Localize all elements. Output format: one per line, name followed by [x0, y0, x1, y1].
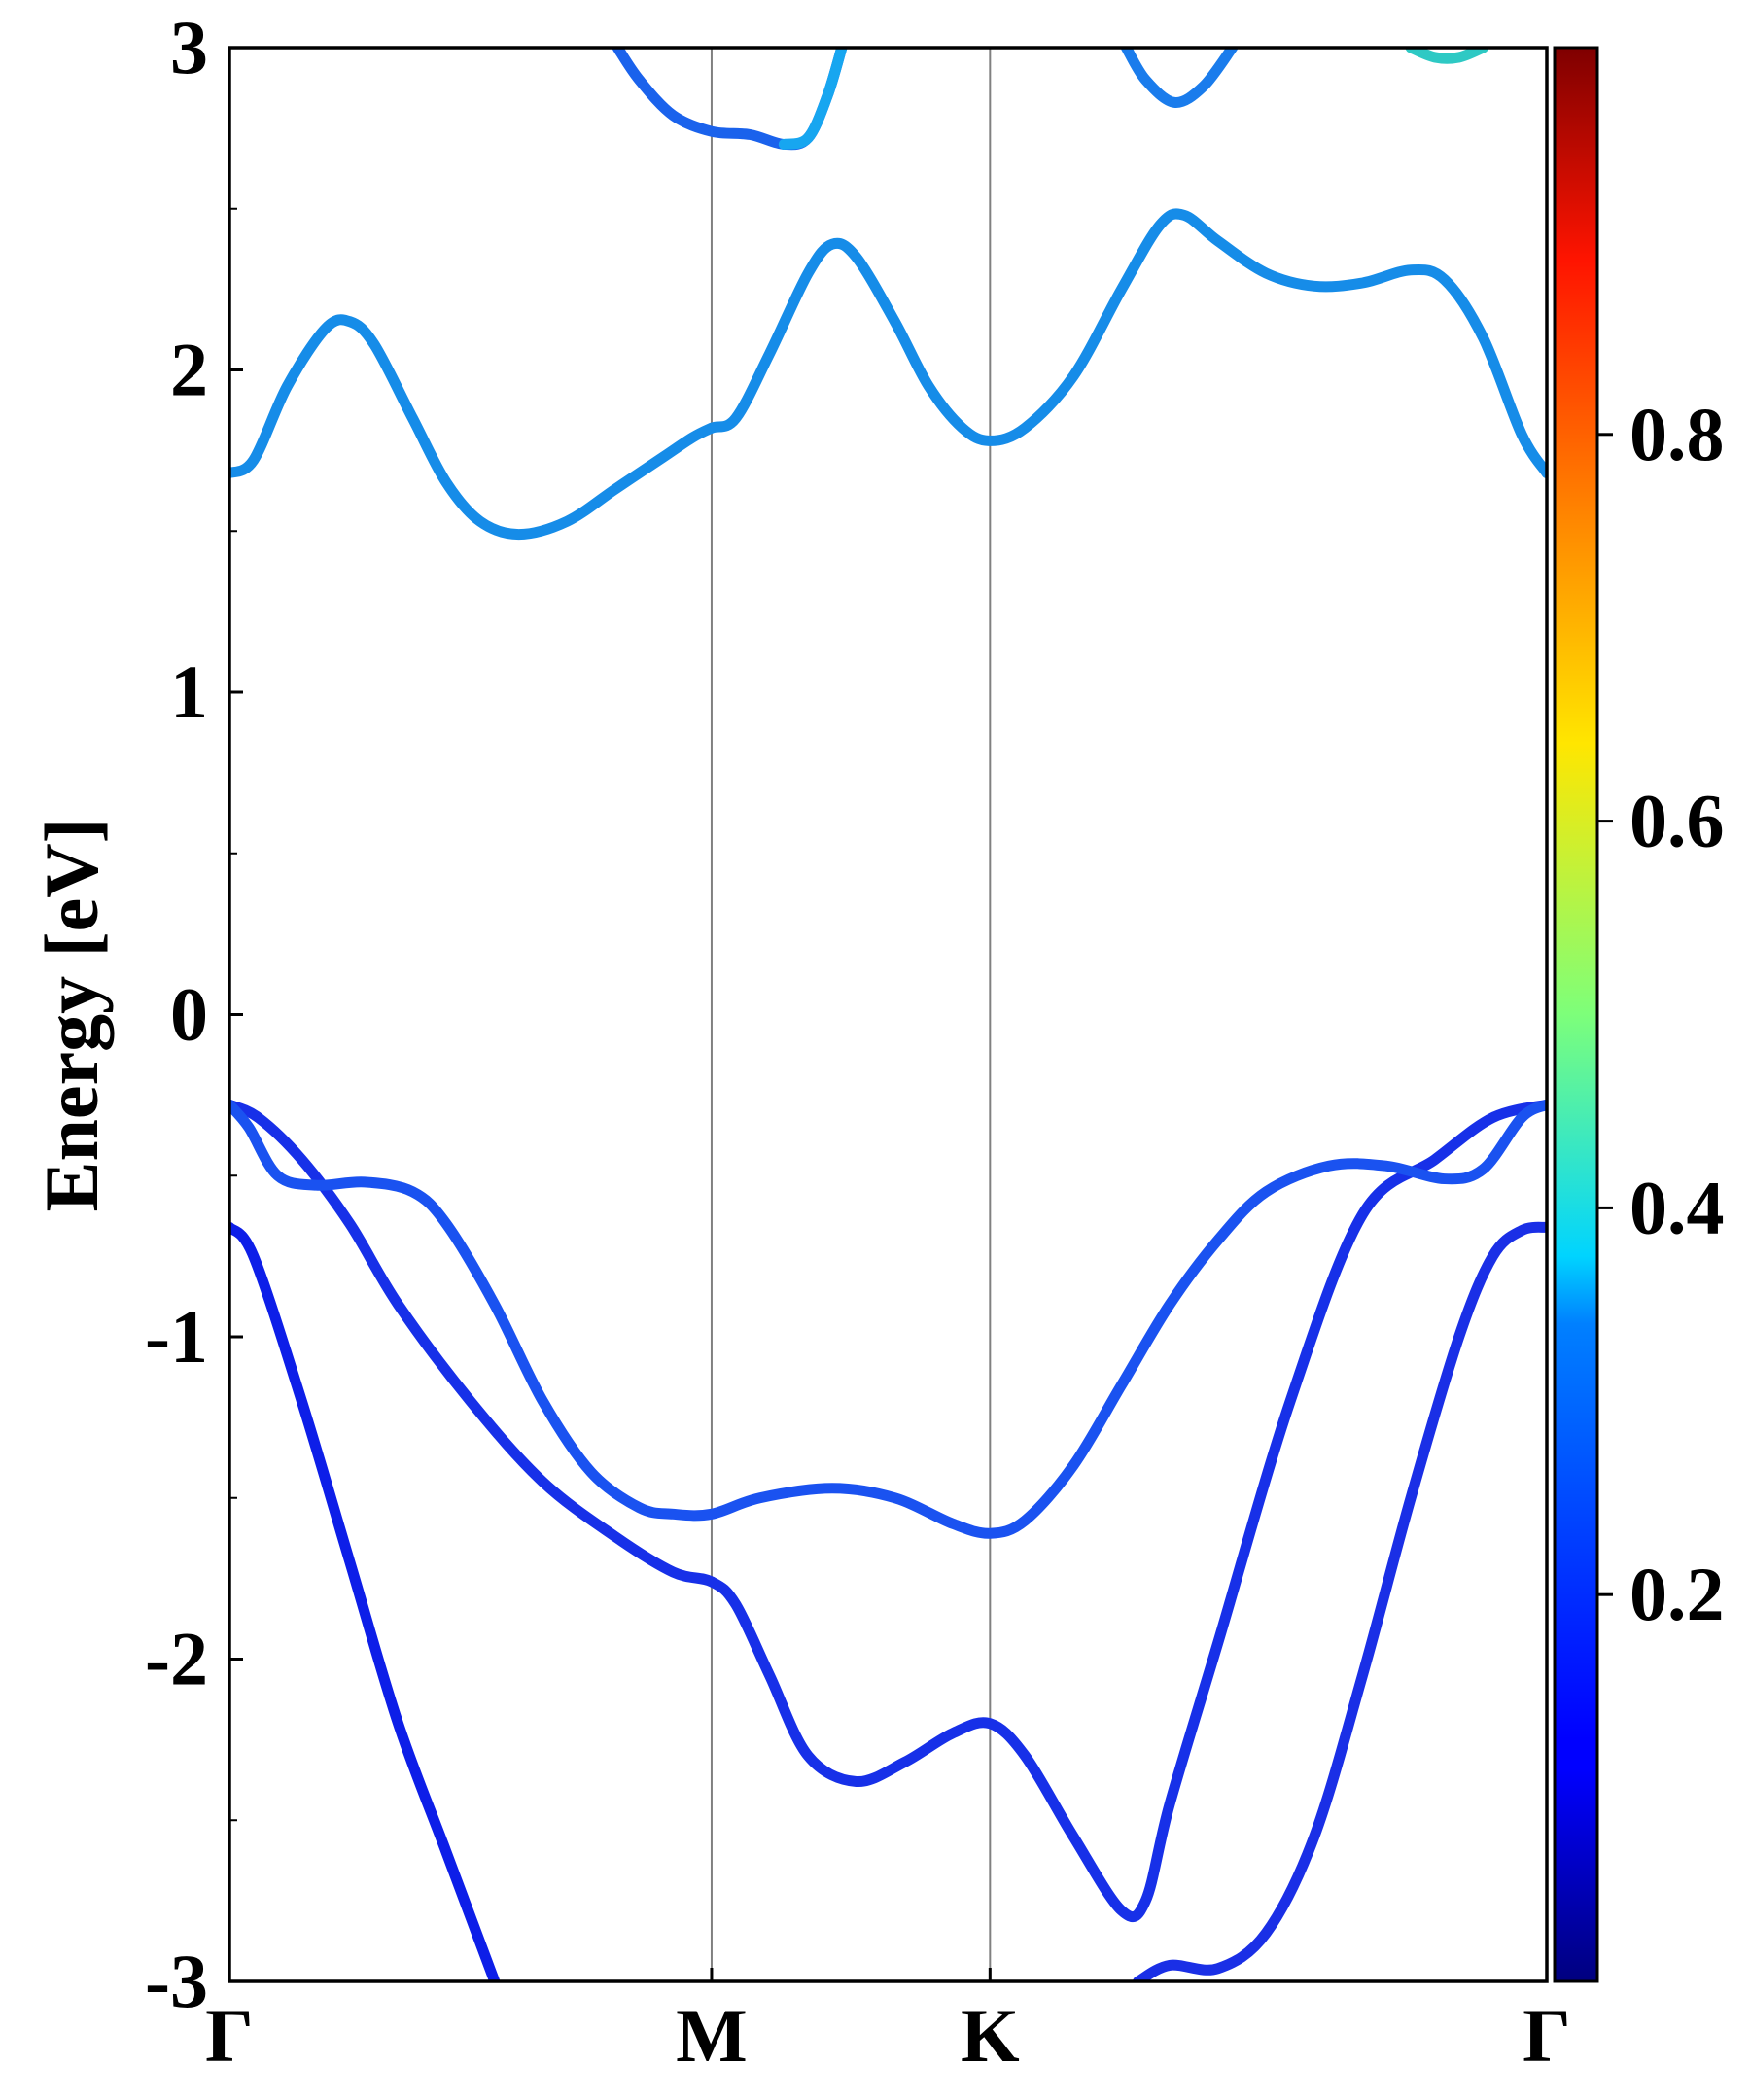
band-2: [229, 1099, 1547, 1539]
colorbar-tick-label: 0.2: [1629, 1552, 1725, 1636]
x-tick-label: Γ: [1522, 1993, 1571, 2078]
band-8: [1405, 48, 1488, 64]
x-tick-label: M: [676, 1993, 748, 2078]
colorbar-gradient: [1553, 46, 1599, 1983]
y-tick-label: 3: [170, 5, 208, 89]
y-axis-title: Energy [eV]: [29, 818, 114, 1211]
y-tick-label: -2: [145, 1617, 208, 1701]
colorbar: 0.2 0.4 0.6 0.8: [1553, 46, 1725, 1983]
y-tick-label: 2: [170, 328, 208, 412]
band-0: [229, 1221, 501, 1981]
colorbar-tick-label: 0.4: [1629, 1165, 1725, 1249]
band-6: [778, 48, 848, 150]
colorbar-ticks: 0.2 0.4 0.6 0.8: [1597, 392, 1725, 1636]
x-tick-label: Γ: [205, 1993, 254, 2078]
high-symmetry-lines: [710, 48, 992, 1981]
plot-frame: [228, 46, 1549, 1983]
band-7: [1120, 48, 1239, 108]
x-tick-label: K: [961, 1993, 1020, 2078]
colorbar-tick-label: 0.6: [1629, 779, 1725, 863]
y-axis: -3 -2 -1 0 1 2 3: [145, 5, 243, 2023]
y-tick-label: -1: [145, 1294, 208, 1379]
y-tick-label: 0: [170, 972, 208, 1057]
band-1: [229, 1099, 1547, 1923]
band-4: [229, 208, 1547, 541]
colorbar-tick-label: 0.8: [1629, 392, 1725, 476]
y-tick-label: 1: [170, 649, 208, 734]
bands: [229, 48, 1547, 1981]
y-tick-label: -3: [145, 1939, 208, 2023]
band-3: [1133, 1221, 1547, 1981]
